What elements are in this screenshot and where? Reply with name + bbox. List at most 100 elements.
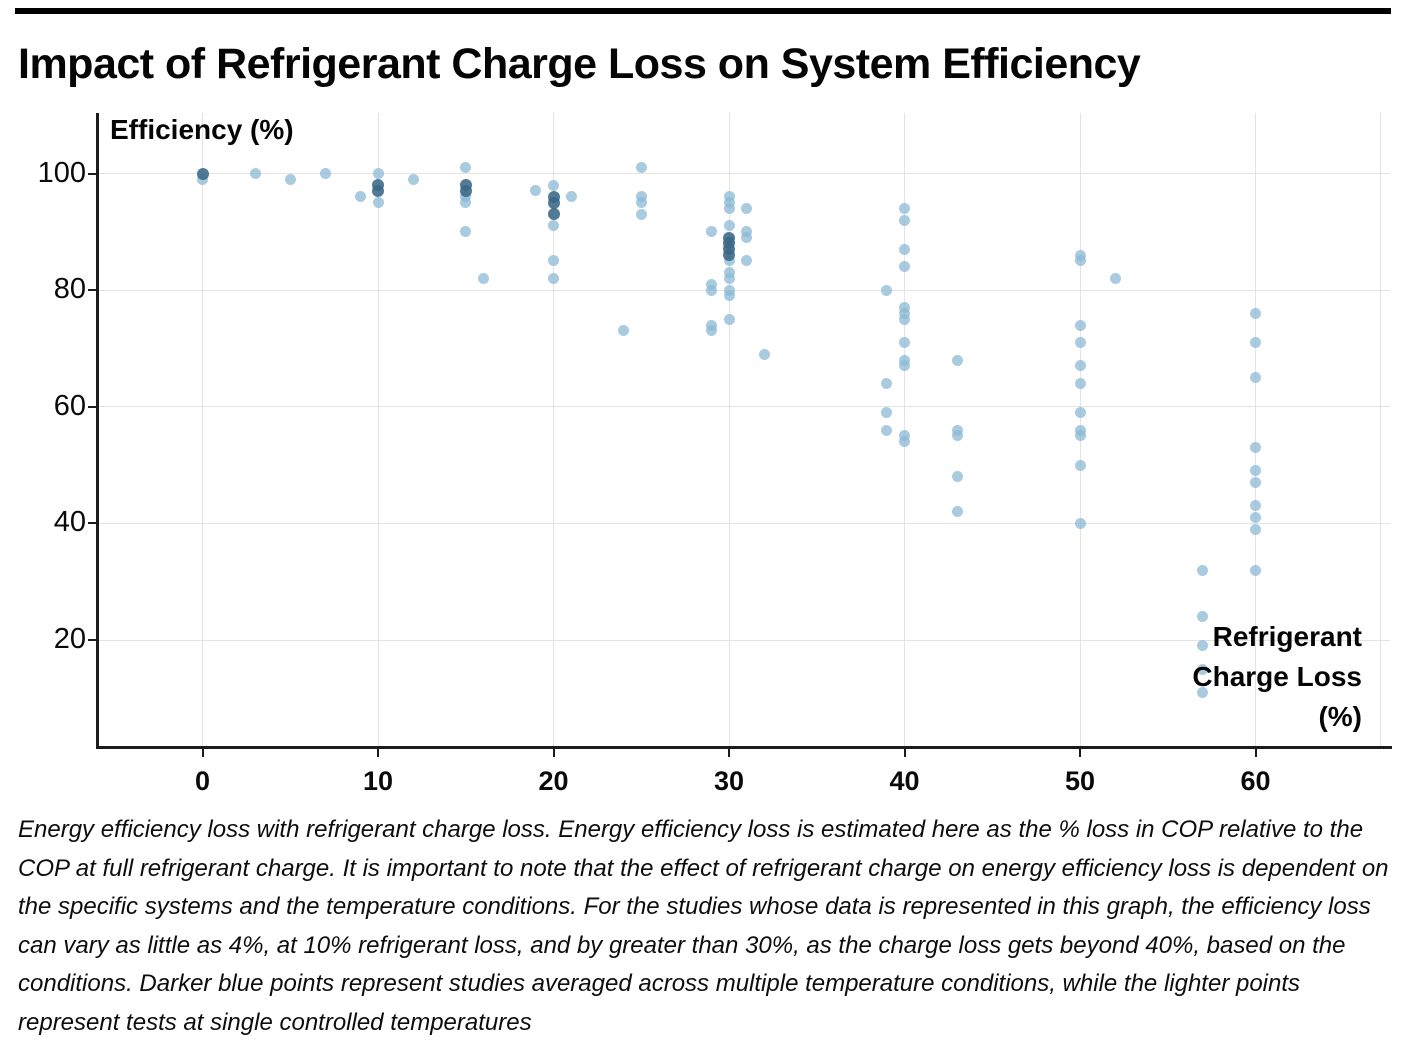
chart-caption: Energy efficiency loss with refrigerant … [18,816,1389,1036]
data-point-light [705,278,717,290]
gridline-vertical [202,113,203,747]
data-point-light [1197,640,1209,652]
gridline-vertical-edge [1380,113,1381,747]
x-tick-label: 0 [194,766,211,796]
x-axis-tick [728,749,730,757]
gridline-vertical [1255,113,1256,747]
data-point-dark [196,167,209,180]
data-point-light [899,430,910,442]
data-point-light [1074,424,1086,436]
y-tick-label: 100 [37,156,86,189]
data-point-light [705,226,717,238]
data-point-light [319,168,331,179]
data-point-light [705,319,717,331]
data-point-light [1074,337,1086,349]
data-point-light [1074,430,1086,442]
x-axis-tick [201,749,204,757]
y-axis-tick [88,172,96,175]
y-axis-title: Efficiency (%) [110,114,294,145]
x-tick-label: 20 [538,766,569,796]
data-point-light [881,377,893,389]
data-point-light [741,226,753,238]
data-point-light [899,313,910,325]
data-point-light [705,284,717,296]
data-point-light [723,197,735,209]
y-tick-label: 40 [53,506,86,539]
data-point-light [741,255,753,267]
data-point-light [249,168,261,179]
data-point-light [723,272,735,284]
data-point-light [1197,663,1209,675]
top-rule [15,8,1391,14]
y-axis-tick [88,639,96,642]
data-point-light [1074,459,1086,471]
data-point-light [723,220,735,232]
data-point-light [460,197,472,209]
data-point-dark [459,184,472,197]
data-point-light [723,202,735,214]
gridline-vertical [553,113,554,747]
y-tick-label: 80 [53,273,86,306]
data-point-light [951,471,963,483]
gridline-horizontal [98,173,1390,174]
data-point-light [899,243,910,255]
data-point-light [899,307,910,319]
data-point-light [1250,477,1261,489]
data-point-dark [547,196,560,209]
gridline-horizontal [98,639,1390,641]
data-point-light [1109,272,1121,284]
data-point-light [1074,255,1086,267]
data-point-light [723,313,735,325]
data-point-light [899,354,910,366]
data-point-light [635,208,647,220]
data-point-light [723,191,735,203]
data-point-light [548,272,559,284]
data-point-light [951,430,963,442]
data-point-light [899,214,910,226]
x-axis-tick [552,749,555,757]
data-point-light [407,173,419,185]
data-point-light [881,424,893,436]
data-point-light [723,290,735,302]
data-point-light [548,255,559,267]
data-point-light [477,272,489,284]
data-point-light [1074,517,1086,529]
data-point-light [1197,611,1209,623]
x-axis-tick [903,749,906,757]
y-axis-tick [88,289,96,292]
x-tick-label: 10 [362,766,394,796]
x-axis-tick [377,749,379,757]
data-point-light [635,191,647,203]
data-point-light [1074,377,1086,389]
data-point-light [460,162,472,174]
data-point-light [1250,465,1261,477]
data-point-light [899,302,910,314]
data-point-light [951,354,963,366]
data-point-light [1250,512,1261,524]
data-point-light [741,232,753,244]
data-point-light [460,226,472,238]
data-point-light [1074,249,1086,261]
data-point-light [1250,442,1261,454]
data-point-light [1250,564,1261,576]
gridline-vertical [728,113,730,747]
data-point-light [1197,564,1209,576]
data-point-light [530,185,542,197]
data-point-light [1250,337,1261,349]
data-point-light [881,407,893,419]
data-point-light [1250,307,1261,319]
data-point-light [618,325,630,337]
x-axis-tick [1079,749,1081,757]
x-axis-line [96,746,1392,749]
gridline-horizontal [98,406,1390,408]
data-point-light [881,284,893,296]
data-point-light [1250,372,1261,384]
data-point-light [723,267,735,279]
data-point-light [372,168,384,179]
x-axis-tick [1254,749,1257,757]
data-point-dark [547,208,560,221]
x-tick-label: 50 [1064,766,1096,796]
data-point-light [635,162,647,174]
data-point-light [951,424,963,436]
